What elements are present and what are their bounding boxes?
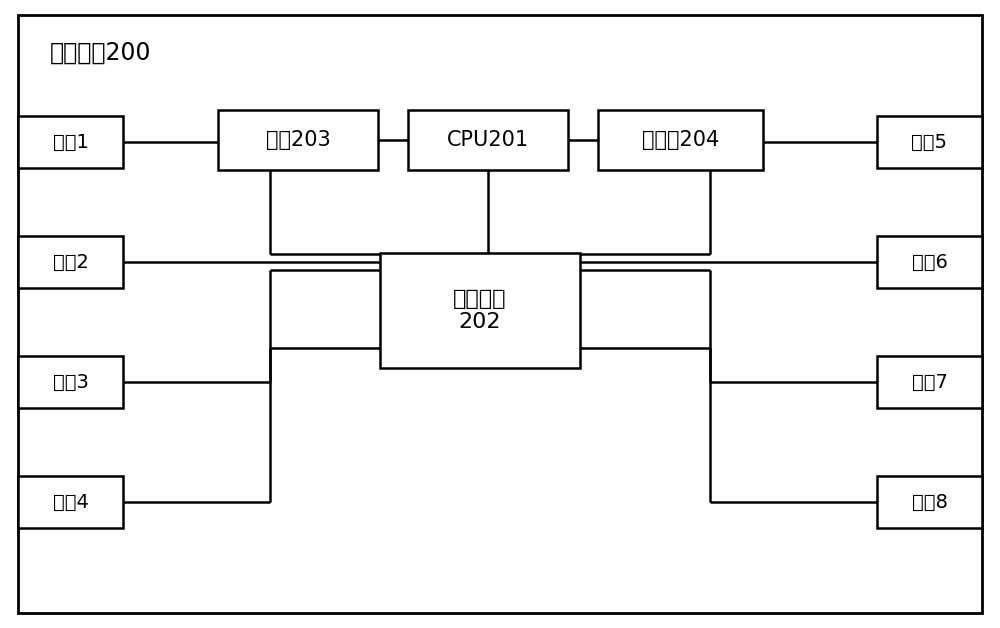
Bar bbox=[877, 236, 982, 288]
Bar bbox=[408, 110, 568, 170]
Bar bbox=[877, 116, 982, 168]
Text: 内存203: 内存203 bbox=[266, 130, 330, 150]
Text: 交换设备200: 交换设备200 bbox=[50, 41, 152, 65]
Bar bbox=[380, 253, 580, 368]
Bar bbox=[18, 356, 123, 408]
Bar bbox=[18, 236, 123, 288]
Text: 交换芯片
202: 交换芯片 202 bbox=[453, 289, 507, 332]
Bar bbox=[598, 110, 763, 170]
Text: 端口2: 端口2 bbox=[53, 252, 88, 271]
Bar bbox=[18, 116, 123, 168]
Bar bbox=[877, 476, 982, 528]
Text: 端口8: 端口8 bbox=[912, 492, 947, 511]
Text: 端口5: 端口5 bbox=[912, 133, 948, 151]
Text: CPU201: CPU201 bbox=[447, 130, 529, 150]
Bar bbox=[18, 476, 123, 528]
Text: 存储器204: 存储器204 bbox=[642, 130, 719, 150]
Text: 端口4: 端口4 bbox=[53, 492, 88, 511]
Text: 端口7: 端口7 bbox=[912, 372, 947, 391]
Text: 端口3: 端口3 bbox=[53, 372, 88, 391]
Text: 端口1: 端口1 bbox=[53, 133, 88, 151]
Bar bbox=[218, 110, 378, 170]
Bar bbox=[877, 356, 982, 408]
Text: 端口6: 端口6 bbox=[912, 252, 947, 271]
